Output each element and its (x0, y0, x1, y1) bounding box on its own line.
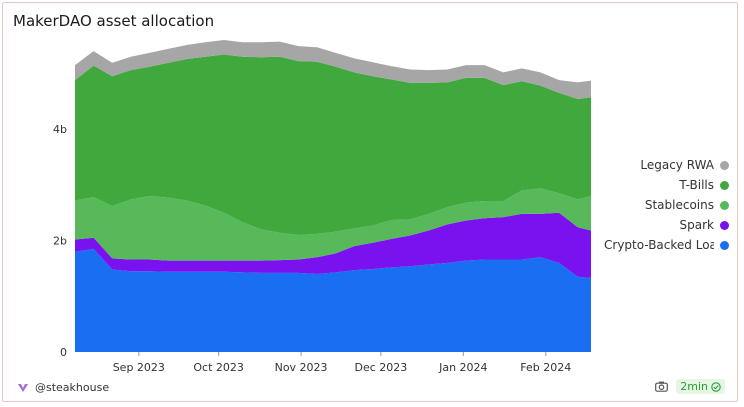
area-spark[interactable] (75, 212, 591, 278)
legend-item-t-bills[interactable]: T-Bills (599, 175, 729, 195)
refresh-badge[interactable]: 2min (676, 379, 725, 394)
chart-title: MakerDAO asset allocation (13, 12, 215, 30)
steakhouse-logo-icon (18, 383, 28, 392)
legend-label: Crypto-Backed Loans (604, 238, 714, 252)
legend-item-spark[interactable]: Spark (599, 215, 729, 235)
refresh-label: 2min (680, 380, 708, 393)
legend-swatch (720, 200, 729, 210)
x-tick-label: Nov 2023 (275, 361, 328, 374)
legend-swatch (720, 160, 729, 170)
area-legacy-rwa[interactable] (75, 40, 591, 100)
area-stablecoins[interactable] (75, 188, 591, 261)
x-tick-label: Sep 2023 (113, 361, 165, 374)
legend-label: Legacy RWA (640, 158, 714, 172)
legend-swatch (720, 220, 729, 230)
area-crypto-backed-loans[interactable] (75, 248, 591, 352)
legend-item-crypto-backed-loans[interactable]: Crypto-Backed Loans (599, 235, 729, 255)
footer-brand[interactable]: @steakhouse (17, 381, 109, 394)
y-tick-label: 4b (53, 123, 67, 136)
check-circle-icon (711, 381, 721, 392)
legend-label: Spark (679, 218, 714, 232)
x-tick-label: Feb 2024 (520, 361, 571, 374)
area-t-bills[interactable] (75, 54, 591, 235)
legend-swatch (720, 180, 729, 190)
x-tick-label: Oct 2023 (193, 361, 244, 374)
legend-label: Stablecoins (644, 198, 714, 212)
legend-item-stablecoins[interactable]: Stablecoins (599, 195, 729, 215)
legend-swatch (720, 240, 729, 250)
legend: Legacy RWA T-Bills Stablecoins Spark Crypto-… (599, 155, 729, 255)
x-tick-label: Jan 2024 (438, 361, 487, 374)
y-tick-label: 0 (60, 346, 67, 359)
footer-actions: 2min (655, 379, 725, 394)
x-tick-label: Dec 2023 (354, 361, 407, 374)
legend-label: T-Bills (679, 178, 714, 192)
legend-item-legacy-rwa[interactable]: Legacy RWA (599, 155, 729, 175)
y-tick-label: 2b (53, 235, 67, 248)
camera-icon[interactable] (655, 381, 669, 392)
footer-brand-label: @steakhouse (35, 381, 110, 394)
